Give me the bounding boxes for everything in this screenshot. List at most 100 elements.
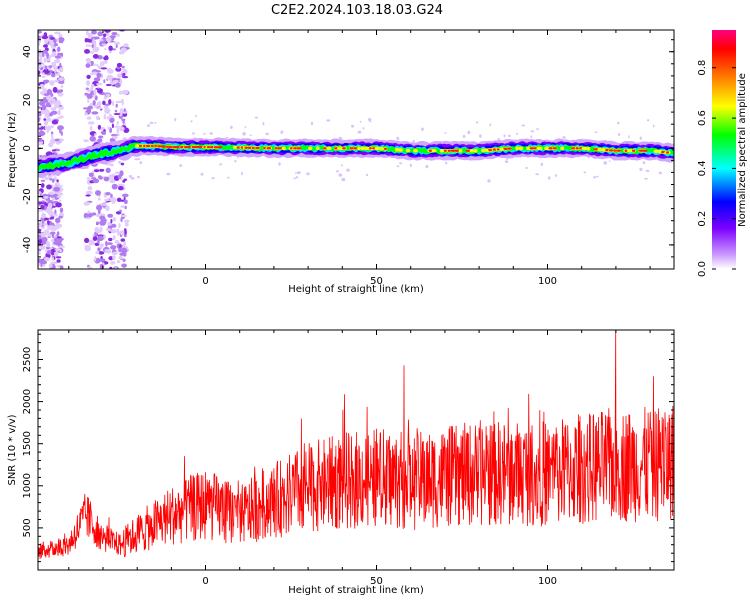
spectrogram-noise-speck [57, 125, 64, 131]
spectrogram-ridge-peak [255, 146, 260, 150]
spectrogram-ridge-peak [293, 147, 297, 150]
spectrogram-noise-speck [51, 73, 56, 78]
spectrogram-noise-speck [97, 197, 101, 201]
spectrogram-noise-speck [110, 245, 117, 250]
spectrogram-noise-speck [116, 260, 121, 264]
spectrogram-noise-speck [50, 107, 57, 111]
spectrogram-noise-speck [97, 251, 105, 255]
spectrogram-noise-speck [91, 30, 97, 35]
spectrogram-ridge-peak [150, 144, 154, 148]
spectrogram-noise-speck [123, 108, 126, 112]
spectrogram-noise-speck [335, 170, 340, 173]
spectrogram-noise-speck [42, 239, 47, 245]
spectrogram-noise-speck [86, 74, 91, 79]
spectrogram-noise-speck [100, 131, 106, 135]
spectrogram-noise-speck [44, 257, 50, 262]
spectrogram-noise-speck [38, 30, 42, 34]
spectrogram-noise-speck [43, 32, 48, 38]
spectrogram-noise-speck [49, 139, 56, 143]
spectrogram-noise-speck [40, 141, 44, 144]
spectrogram-ridge-peak [642, 149, 648, 152]
spectrogram-noise-speck [41, 104, 47, 111]
spectrogram-noise-speck [58, 199, 62, 202]
spectrogram-noise-speck [123, 196, 126, 201]
spectrogram-noise-speck [112, 255, 116, 261]
spectrogram-noise-speck [84, 37, 89, 43]
spectrogram-noise-speck [120, 47, 127, 53]
spectrogram-noise-speck [504, 160, 509, 164]
spectrogram-noise-speck [50, 37, 55, 40]
spectrogram-noise-speck [639, 167, 643, 172]
spectrogram-noise-speck [46, 52, 49, 59]
spectrogram-noise-speck [97, 124, 102, 130]
spectrogram-noise-speck [108, 50, 112, 54]
spectrogram-noise-speck [46, 184, 52, 190]
spectrogram-noise-speck [120, 238, 126, 242]
spectrogram-ridge-peak [413, 148, 418, 153]
spectrogram-ridge-peak [360, 146, 366, 151]
spectrogram-ridge-peak [499, 147, 505, 151]
spectrogram-noise-speck [96, 82, 103, 86]
spectrogram-noise-speck [58, 40, 64, 44]
spectrogram-noise-speck [200, 172, 204, 176]
spectrogram-noise-speck [107, 126, 110, 130]
spectrogram-noise-speck [114, 125, 121, 128]
spectrogram-noise-speck [211, 177, 215, 180]
spectrogram-noise-speck [120, 214, 127, 218]
spectrogram-ridge-peak [586, 147, 591, 151]
spectrogram-ridge-peak [552, 147, 557, 150]
spectrogram-noise-speck [39, 221, 43, 227]
spectrogram-ridge-peak [548, 147, 554, 150]
spectrogram-noise-speck [116, 73, 122, 78]
spectrogram-noise-speck [121, 247, 128, 254]
spectrogram-noise-speck [117, 174, 122, 180]
spectrogram-noise-speck [49, 178, 52, 181]
spectrogram-noise-speck [357, 130, 362, 134]
spectrogram-noise-speck [554, 174, 558, 177]
spectrogram-noise-speck [43, 44, 48, 48]
spectrogram-ridge-peak [326, 146, 332, 151]
spectrogram-noise-speck [39, 91, 44, 95]
spectrogram-noise-speck [617, 121, 620, 125]
spectrogram-noise-speck [54, 104, 60, 108]
spectrogram-noise-speck [87, 121, 95, 125]
spectrogram-noise-speck [53, 241, 61, 245]
figure-title: C2E2.2024.103.18.03.G24 [271, 3, 443, 18]
spectrogram-noise-speck [38, 117, 41, 123]
spectrogram-ridge-peak [405, 148, 411, 153]
spectrogram-noise-speck [96, 204, 103, 211]
spectrogram-noise-speck [88, 266, 92, 269]
spectrogram-noise-speck [57, 92, 64, 97]
spectrogram-noise-speck [38, 48, 41, 52]
colorbar: 0.0 0.2 0.4 0.6 0.8 Normalized spectral ampl… [697, 30, 748, 277]
spectrogram-noise-speck [596, 175, 599, 178]
spectrogram-noise-speck [111, 223, 117, 228]
spectrogram-noise-speck [104, 30, 111, 33]
spectrogram-noise-speck [92, 54, 99, 59]
spectrogram-noise-speck [55, 71, 58, 74]
spectrogram-noise-speck [109, 266, 113, 269]
spectrogram-ridge-peak [213, 146, 219, 149]
spectrogram-noise-speck [57, 109, 61, 116]
spectrogram-noise-speck [102, 203, 107, 206]
spectrogram-noise-speck [50, 82, 54, 85]
spectrogram-noise-speck [120, 99, 124, 102]
spectrogram-noise-speck [603, 161, 608, 165]
spectrogram-noise-speck [43, 57, 47, 64]
spectrogram-noise-speck [122, 119, 125, 124]
spectrogram-noise-speck [96, 213, 101, 218]
spectrogram-noise-speck [40, 179, 46, 182]
spectrogram-noise-speck [58, 245, 65, 248]
spectrogram-noise-speck [91, 36, 97, 41]
spectrogram-noise-speck [39, 83, 45, 90]
spectrogram-noise-speck [121, 263, 127, 268]
spectrogram-noise-speck [95, 115, 100, 121]
spectrogram-noise-speck [111, 201, 115, 204]
spectrogram-noise-speck [108, 113, 112, 117]
spectrogram-ridge-peak [597, 147, 602, 152]
spectrogram-noise-speck [115, 44, 118, 49]
spectrogram-noise-speck [119, 78, 123, 85]
spectrogram-noise-speck [147, 124, 150, 128]
spectrogram-noise-speck [244, 126, 247, 129]
spectrogram-noise-speck [96, 64, 99, 67]
